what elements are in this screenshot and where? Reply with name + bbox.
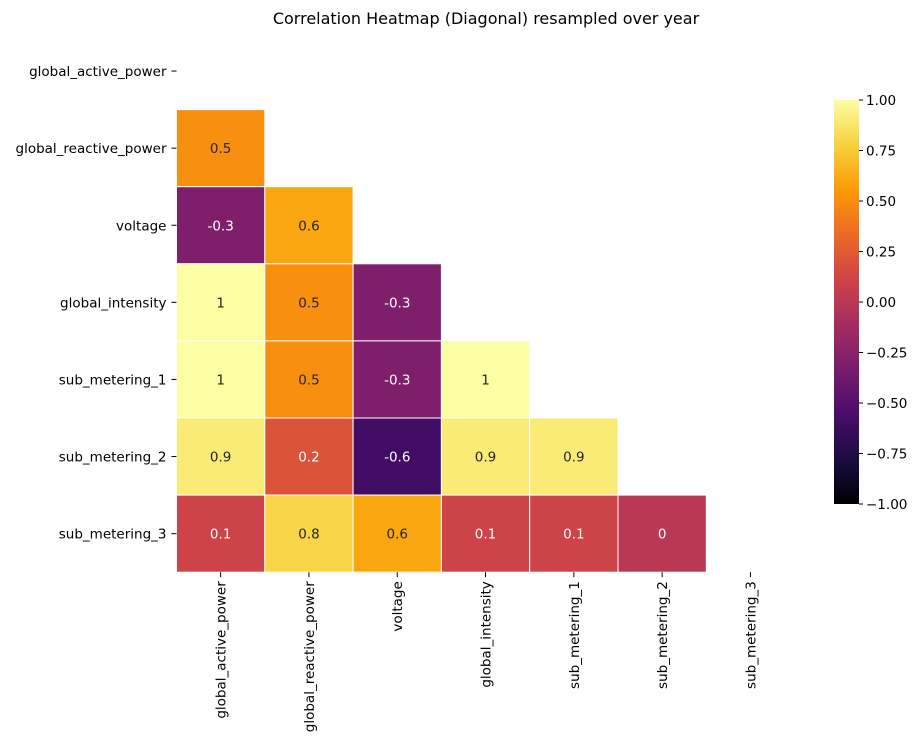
cell-value-label: 0.6 [387,527,408,543]
colorbar-tick-label: 1.00 [866,93,896,109]
cell-value-label: 1 [216,372,225,388]
heatmap-cell [264,263,354,342]
colorbar-tick-label: 0.75 [866,144,896,160]
heatmap-cell [352,417,442,496]
heatmap-cells: 0.5 -0.3 0.6 1 0.5 -0.3 1 0.5 -0.3 1 0.9 0.2 -0.6 0.9… [176,109,707,573]
colorbar-tick-label: −0.75 [866,447,907,463]
heatmap-cell [617,494,707,573]
cell-value-label: 0.1 [210,527,231,543]
colorbar-tick-label: −0.50 [866,396,907,412]
x-tick-label: sub_metering_2 [655,581,671,689]
colorbar-tick-label: 0.00 [866,295,896,311]
heatmap-cell [440,417,531,496]
x-tick-label: sub_metering_1 [567,581,583,689]
y-tick-label: global_reactive_power [16,141,167,157]
cell-value-label: -0.3 [384,295,410,311]
x-tick-label: global_intensity [479,581,495,687]
cell-value-label: -0.3 [207,218,233,234]
cell-value-label: 0.9 [475,450,496,466]
y-tick-label: global_intensity [60,295,166,311]
colorbar-tick-label: −0.25 [866,346,907,362]
cell-value-label: 0.5 [298,372,319,388]
cell-value-label: 0 [658,527,667,543]
heatmap-cell [529,494,619,573]
cell-value-label: -0.3 [384,372,410,388]
colorbar: 1.00 0.75 0.50 0.25 0.00 −0.25 −0.50 −0.75 −1.00 [834,93,907,513]
heatmap-cell [176,263,266,342]
cell-value-label: 0.2 [298,450,319,466]
heatmap-cell [440,494,531,573]
x-tick-label: sub_metering_3 [743,581,759,689]
y-tick-label: sub_metering_1 [59,372,167,388]
heatmap-cell [264,494,354,573]
cell-value-label: 1 [216,295,225,311]
cell-value-label: -0.6 [384,450,410,466]
cell-value-label: 0.5 [298,295,319,311]
colorbar-gradient [834,100,859,504]
cell-value-label: 0.9 [563,450,584,466]
chart-title: Correlation Heatmap (Diagonal) resampled… [273,9,700,28]
colorbar-tick-label: 0.50 [866,194,896,210]
heatmap-cell [529,417,619,496]
colorbar-tick-label: −1.00 [866,497,907,513]
heatmap-cell [176,186,266,265]
cell-value-label: 0.5 [210,141,231,157]
cell-value-label: 0.1 [475,527,496,543]
x-tick-label: global_active_power [214,581,230,719]
x-tick-label: global_reactive_power [302,581,318,732]
heatmap-cell [264,186,354,265]
heatmap-cell [176,109,266,188]
y-axis-tick-labels: global_active_power global_reactive_power… [16,64,177,543]
y-tick-label: sub_metering_3 [59,527,167,543]
heatmap-cell [440,340,531,419]
heatmap-cell [264,417,354,496]
y-tick-label: global_active_power [29,64,167,80]
heatmap-cell [352,494,442,573]
heatmap-cell [352,263,442,342]
cell-value-label: 0.8 [298,527,319,543]
y-tick-label: voltage [116,218,166,234]
x-tick-label: voltage [390,581,406,631]
cell-value-label: 1 [481,372,490,388]
heatmap-cell [264,340,354,419]
cell-value-label: 0.9 [210,450,231,466]
y-tick-label: sub_metering_2 [59,450,167,466]
cell-value-label: 0.1 [563,527,584,543]
cell-value-label: 0.6 [298,218,319,234]
colorbar-tick-label: 0.25 [866,245,896,261]
x-axis-tick-labels: global_active_power global_reactive_power… [214,572,759,732]
